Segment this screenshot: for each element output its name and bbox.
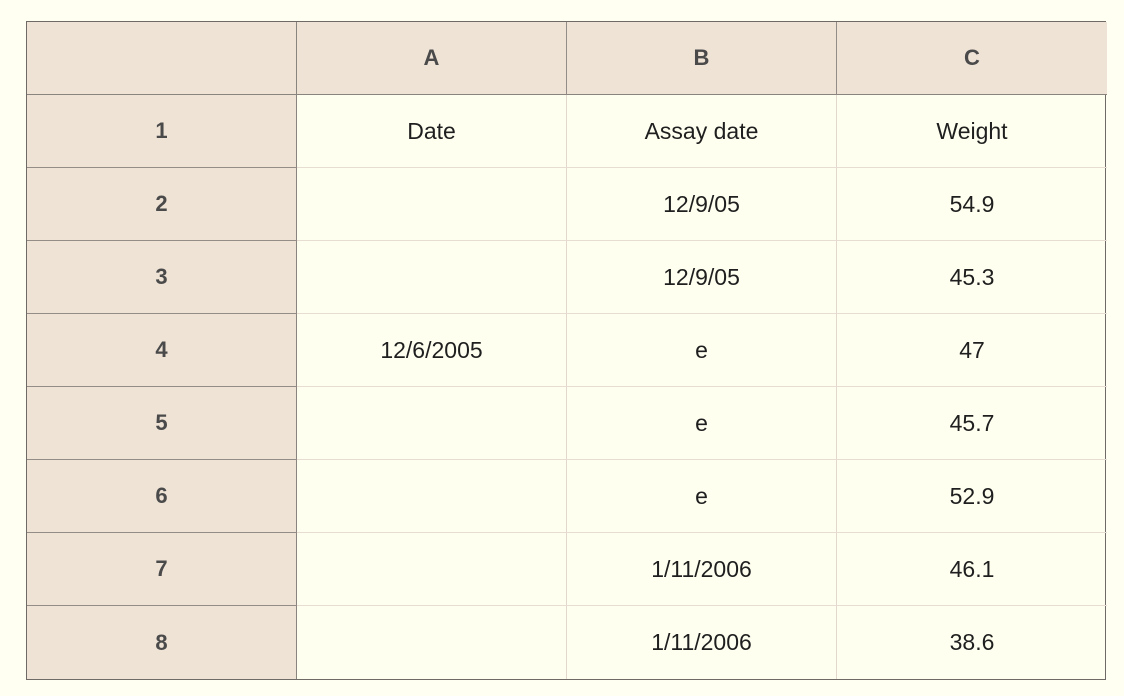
cell-a7[interactable] xyxy=(297,533,567,606)
cell-c1[interactable]: Weight xyxy=(837,95,1107,168)
cell-a3[interactable] xyxy=(297,241,567,314)
row-header-1[interactable]: 1 xyxy=(27,95,297,168)
row-header-3[interactable]: 3 xyxy=(27,241,297,314)
row-header-8[interactable]: 8 xyxy=(27,606,297,679)
cell-a2[interactable] xyxy=(297,168,567,241)
cell-c7[interactable]: 46.1 xyxy=(837,533,1107,606)
cell-c5[interactable]: 45.7 xyxy=(837,387,1107,460)
row-header-5[interactable]: 5 xyxy=(27,387,297,460)
cell-a5[interactable] xyxy=(297,387,567,460)
select-all-corner[interactable] xyxy=(27,22,297,95)
cell-b3[interactable]: 12/9/05 xyxy=(567,241,837,314)
cell-b8[interactable]: 1/11/2006 xyxy=(567,606,837,679)
cell-b6[interactable]: e xyxy=(567,460,837,533)
cell-a1[interactable]: Date xyxy=(297,95,567,168)
cell-c8[interactable]: 38.6 xyxy=(949,629,995,655)
cell-b1[interactable]: Assay date xyxy=(567,95,837,168)
row-header-4[interactable]: 4 xyxy=(27,314,297,387)
cell-b5[interactable]: e xyxy=(567,387,837,460)
column-header-b[interactable]: B xyxy=(567,22,837,95)
cell-c3[interactable]: 45.3 xyxy=(837,241,1107,314)
cell-c4[interactable]: 47 xyxy=(837,314,1107,387)
cell-b7[interactable]: 1/11/2006 xyxy=(567,533,837,606)
cell-c2[interactable]: 54.9 xyxy=(837,168,1107,241)
column-header-c[interactable]: C xyxy=(837,22,1107,95)
column-header-a[interactable]: A xyxy=(297,22,567,95)
cell-a4[interactable]: 12/6/2005 xyxy=(297,314,567,387)
cell-b2[interactable]: 12/9/05 xyxy=(567,168,837,241)
cell-b4[interactable]: e xyxy=(567,314,837,387)
row-header-7[interactable]: 7 xyxy=(27,533,297,606)
cell-c6[interactable]: 52.9 xyxy=(837,460,1107,533)
spreadsheet-grid: A B C 1 Date Assay date Weight 2 12/9/05 54.9 3 12/… xyxy=(26,21,1107,680)
cell-a6[interactable] xyxy=(297,460,567,533)
row-header-2[interactable]: 2 xyxy=(27,168,297,241)
cell-a8[interactable] xyxy=(297,606,567,679)
row-header-6[interactable]: 6 xyxy=(27,460,297,533)
